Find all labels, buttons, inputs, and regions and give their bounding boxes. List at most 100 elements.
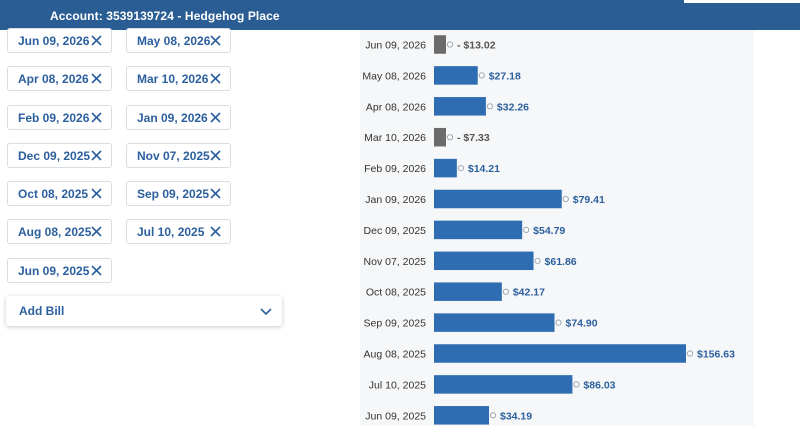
bill-chip: Mar 10, 2026 — [126, 66, 231, 91]
bar[interactable] — [434, 220, 523, 240]
bill-chip-label: Feb 09, 2026 — [18, 110, 90, 125]
value-label: $79.41 — [573, 194, 605, 206]
bill-chip-label: May 08, 2026 — [137, 33, 211, 48]
close-icon[interactable] — [91, 35, 102, 46]
bill-chip: Jun 09, 2025 — [7, 258, 112, 283]
data-point-marker — [486, 103, 494, 110]
add-bill-label: Add Bill — [19, 304, 65, 318]
bar[interactable] — [434, 127, 446, 147]
bar-chart: Jun 09, 2026 - $13.02 May 08, 2026 $27.18 Ap… — [362, 35, 735, 425]
category-label: Jul 10, 2025 — [369, 379, 426, 391]
bill-chip-label: Aug 08, 2025 — [18, 224, 92, 239]
bill-amount-chart: Jun 09, 2026 - $13.02 May 08, 2026 $27.18 Ap… — [360, 30, 754, 426]
account-header: Account: 3539139724 - Hedgehog Place — [0, 0, 800, 30]
category-label: Sep 09, 2025 — [364, 318, 427, 330]
close-icon[interactable] — [91, 188, 102, 199]
bill-chip-label: Sep 09, 2025 — [137, 186, 210, 201]
close-icon[interactable] — [91, 265, 102, 276]
data-point-marker — [562, 195, 569, 203]
data-point-marker — [686, 350, 694, 357]
data-point-marker — [534, 257, 541, 264]
add-bill-dropdown[interactable]: Add Bill — [6, 296, 282, 326]
bar[interactable] — [434, 344, 686, 363]
data-point-marker — [489, 412, 497, 419]
close-icon[interactable] — [91, 73, 102, 84]
bill-chip-label: Mar 10, 2026 — [137, 71, 209, 86]
close-icon[interactable] — [210, 73, 221, 84]
bill-selection-panel: Jun 09, 2026 May 08, 2026 Apr 08, 2026 Mar … — [0, 28, 360, 426]
bill-chip: Nov 07, 2025 — [126, 143, 231, 168]
bill-chip: May 08, 2026 — [126, 28, 231, 53]
category-label: Aug 08, 2025 — [364, 349, 427, 361]
bill-chip: Apr 08, 2026 — [7, 66, 112, 91]
close-icon[interactable] — [91, 150, 102, 161]
data-point-marker — [555, 319, 562, 326]
category-label: Oct 08, 2025 — [366, 287, 426, 299]
value-label: $34.19 — [500, 410, 532, 422]
bill-chip: Sep 09, 2025 — [126, 181, 231, 206]
bill-chip-label: Jun 09, 2026 — [18, 33, 90, 48]
data-point-marker — [478, 72, 485, 79]
close-icon[interactable] — [210, 150, 221, 161]
data-point-marker — [457, 165, 464, 172]
category-label: Jun 09, 2025 — [365, 410, 426, 422]
category-label: May 08, 2026 — [362, 70, 426, 82]
close-icon[interactable] — [210, 188, 221, 199]
account-title: Account: 3539139724 - Hedgehog Place — [50, 9, 280, 23]
bar[interactable] — [434, 66, 478, 85]
value-label: $54.79 — [533, 225, 565, 237]
value-label: $156.63 — [697, 349, 735, 361]
data-point-marker — [446, 41, 454, 48]
bar[interactable] — [434, 313, 555, 332]
bar[interactable] — [434, 35, 446, 54]
value-label: $32.26 — [497, 101, 529, 113]
chevron-down-icon — [260, 306, 272, 316]
category-label: Mar 10, 2026 — [364, 132, 426, 144]
category-label: Feb 09, 2026 — [364, 163, 426, 175]
bar[interactable] — [434, 282, 502, 301]
category-label: Dec 09, 2025 — [364, 225, 427, 237]
close-icon[interactable] — [91, 112, 102, 123]
bill-chip: Jul 10, 2025 — [126, 219, 231, 244]
bill-chip-label: Apr 08, 2026 — [18, 71, 89, 86]
bill-chip: Feb 09, 2026 — [7, 105, 112, 130]
right-margin — [754, 30, 800, 426]
bill-chip-label: Nov 07, 2025 — [137, 148, 210, 163]
category-label: Apr 08, 2026 — [366, 101, 426, 113]
value-label: - $13.02 — [457, 40, 496, 52]
value-label: $74.90 — [566, 318, 598, 330]
header-tab-indicator — [684, 0, 800, 3]
close-icon[interactable] — [210, 35, 221, 46]
value-label: $86.03 — [583, 379, 615, 391]
data-point-marker — [523, 226, 530, 233]
bill-chip: Jun 09, 2026 — [7, 28, 112, 53]
category-label: Jan 09, 2026 — [365, 194, 426, 206]
bar[interactable] — [434, 189, 562, 209]
bar[interactable] — [434, 251, 534, 271]
bar[interactable] — [434, 375, 573, 394]
value-label: - $7.33 — [457, 132, 490, 144]
bill-chip-label: Jan 09, 2026 — [137, 110, 208, 125]
bar[interactable] — [434, 158, 457, 178]
data-point-marker — [573, 381, 580, 388]
close-icon[interactable] — [210, 226, 221, 237]
bar[interactable] — [434, 406, 490, 425]
bill-chip: Jan 09, 2026 — [126, 105, 231, 130]
bill-chip-label: Dec 09, 2025 — [18, 148, 91, 163]
bill-chip-label: Oct 08, 2025 — [18, 186, 89, 201]
category-label: Jun 09, 2026 — [365, 40, 426, 52]
value-label: $61.86 — [545, 256, 577, 268]
value-label: $14.21 — [468, 163, 500, 175]
value-label: $27.18 — [489, 70, 521, 82]
bill-chip: Dec 09, 2025 — [7, 143, 112, 168]
bill-chip: Oct 08, 2025 — [7, 181, 112, 206]
bill-chip-label: Jun 09, 2025 — [18, 263, 90, 278]
close-icon[interactable] — [210, 112, 221, 123]
bill-chip: Aug 08, 2025 — [7, 219, 112, 244]
bill-chip-label: Jul 10, 2025 — [137, 224, 205, 239]
value-label: $42.17 — [513, 287, 545, 299]
category-label: Nov 07, 2025 — [364, 256, 427, 268]
close-icon[interactable] — [91, 226, 102, 237]
bar[interactable] — [434, 97, 486, 116]
data-point-marker — [446, 134, 454, 141]
